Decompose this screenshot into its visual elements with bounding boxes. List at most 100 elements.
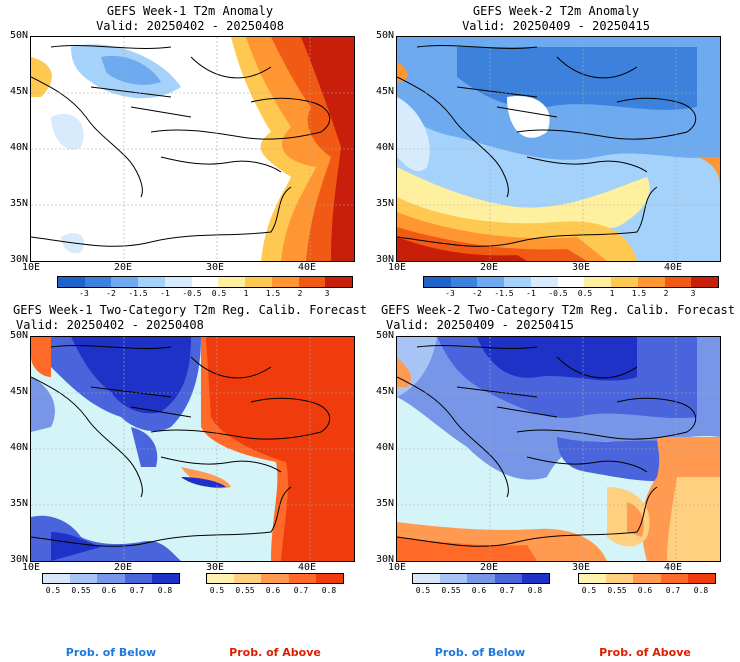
colorbar-swatch: [494, 574, 522, 583]
colorbar-label: -0.5: [182, 289, 202, 298]
lon-label: 30E: [205, 562, 225, 573]
lat-label: 40N: [9, 142, 28, 153]
lon-label: 30E: [571, 562, 591, 573]
prob-below-label: 0.7: [129, 586, 145, 595]
lat-label: 50N: [9, 330, 28, 341]
colorbar-swatch: [530, 277, 558, 287]
colorbar-swatch: [271, 277, 299, 287]
lat-label: 35N: [375, 198, 394, 209]
lon-label: 20E: [479, 562, 499, 573]
prob-above-label: 0.7: [293, 586, 309, 595]
prob-above-label: 0.8: [693, 586, 709, 595]
colorbar-swatch: [633, 574, 661, 583]
colorbar-swatch: [687, 574, 716, 583]
colorbar-swatch: [164, 277, 192, 287]
prob-below-label: 0.5: [45, 586, 61, 595]
lat-label: 30N: [9, 554, 28, 565]
panel4-title-main: GEFS Week-2 Two-Category T2m Reg. Calib.…: [380, 303, 735, 317]
lon-label: 30E: [571, 262, 591, 273]
lon-label: 20E: [113, 562, 133, 573]
prob-above-label: 0.6: [265, 586, 281, 595]
prob-below-label: 0.55: [441, 586, 461, 595]
lon-label: 40E: [663, 262, 683, 273]
colorbar-label: 3: [324, 289, 330, 298]
lat-label: 30N: [375, 254, 394, 265]
colorbar-swatch: [557, 277, 585, 287]
colorbar-swatch: [325, 277, 353, 287]
colorbar-label: 1: [609, 289, 615, 298]
lat-label: 45N: [375, 386, 394, 397]
colorbar-label: 1.5: [631, 289, 647, 298]
colorbar-swatch: [611, 277, 638, 287]
colorbar-label: 0.5: [211, 289, 227, 298]
panel1-title: GEFS Week-1 T2m Anomaly Valid: 20250402 …: [30, 4, 350, 34]
lon-label: 40E: [297, 562, 317, 573]
prob-below-colorbar-p4: [412, 573, 550, 584]
colorbar-swatch: [245, 277, 272, 287]
colorbar-swatch: [138, 277, 165, 287]
lat-label: 45N: [375, 86, 394, 97]
colorbar-label: 3: [690, 289, 696, 298]
colorbar-swatch: [315, 574, 344, 583]
colorbar-label: -1: [160, 289, 170, 298]
colorbar-label: -0.5: [548, 289, 568, 298]
colorbar-swatch: [151, 574, 180, 583]
colorbar-swatch: [234, 574, 262, 583]
colorbar-swatch: [111, 277, 139, 287]
colorbar-swatch: [84, 277, 112, 287]
colorbar-swatch: [424, 277, 451, 287]
colorbar-swatch: [191, 277, 219, 287]
colorbar-swatch: [477, 277, 505, 287]
lon-label: 10E: [387, 262, 407, 273]
panel1-map: [30, 36, 355, 262]
panel3-title-valid: Valid: 20250402 - 20250408: [16, 318, 204, 332]
panel2-title-main: GEFS Week-2 T2m Anomaly: [472, 4, 640, 18]
colorbar-label: -2: [472, 289, 482, 298]
colorbar-swatch: [97, 574, 125, 583]
prob-below-label: 0.6: [101, 586, 117, 595]
colorbar-swatch: [218, 277, 246, 287]
prob-below-colorbar-p3: [42, 573, 180, 584]
colorbar-label: -3: [445, 289, 455, 298]
lon-label: 10E: [21, 562, 41, 573]
lat-label: 40N: [375, 142, 394, 153]
colorbar-swatch: [124, 574, 152, 583]
lat-label: 45N: [9, 386, 28, 397]
prob-above-label: 0.6: [637, 586, 653, 595]
colorbar-swatch: [207, 574, 235, 583]
lat-label: 35N: [9, 498, 28, 509]
panel2-title: GEFS Week-2 T2m Anomaly Valid: 20250409 …: [396, 4, 716, 34]
prob-below-label: 0.7: [499, 586, 515, 595]
colorbar-label: -1.5: [128, 289, 148, 298]
colorbar-label: 1: [243, 289, 249, 298]
prob-above-colorbar-p4: [578, 573, 716, 584]
colorbar-label: -1.5: [494, 289, 514, 298]
prob-below-caption-p4: Prob. of Below: [434, 646, 526, 659]
prob-below-label: 0.5: [415, 586, 431, 595]
colorbar-swatch: [637, 277, 665, 287]
lon-label: 40E: [297, 262, 317, 273]
colorbar-swatch: [521, 574, 550, 583]
prob-below-label: 0.6: [471, 586, 487, 595]
prob-above-label: 0.55: [607, 586, 627, 595]
prob-above-label: 0.7: [665, 586, 681, 595]
colorbar-swatch: [467, 574, 495, 583]
colorbar-swatch: [440, 574, 468, 583]
colorbar-swatch: [660, 574, 688, 583]
lat-label: 40N: [9, 442, 28, 453]
colorbar-swatch: [261, 574, 289, 583]
colorbar-label: 2: [297, 289, 303, 298]
panel3-title-main: GEFS Week-1 Two-Category T2m Reg. Calib.…: [12, 303, 367, 317]
colorbar-swatch: [664, 277, 692, 287]
panel3-map: [30, 336, 355, 562]
lat-label: 35N: [375, 498, 394, 509]
lat-label: 30N: [9, 254, 28, 265]
prob-below-label: 0.55: [71, 586, 91, 595]
prob-above-caption-p4: Prob. of Above: [599, 646, 691, 659]
prob-above-label: 0.55: [235, 586, 255, 595]
lon-label: 10E: [387, 562, 407, 573]
colorbar-swatch: [413, 574, 441, 583]
panel2-title-valid: Valid: 20250409 - 20250415: [462, 19, 650, 33]
colorbar-swatch: [579, 574, 607, 583]
prob-above-caption-p3: Prob. of Above: [229, 646, 321, 659]
